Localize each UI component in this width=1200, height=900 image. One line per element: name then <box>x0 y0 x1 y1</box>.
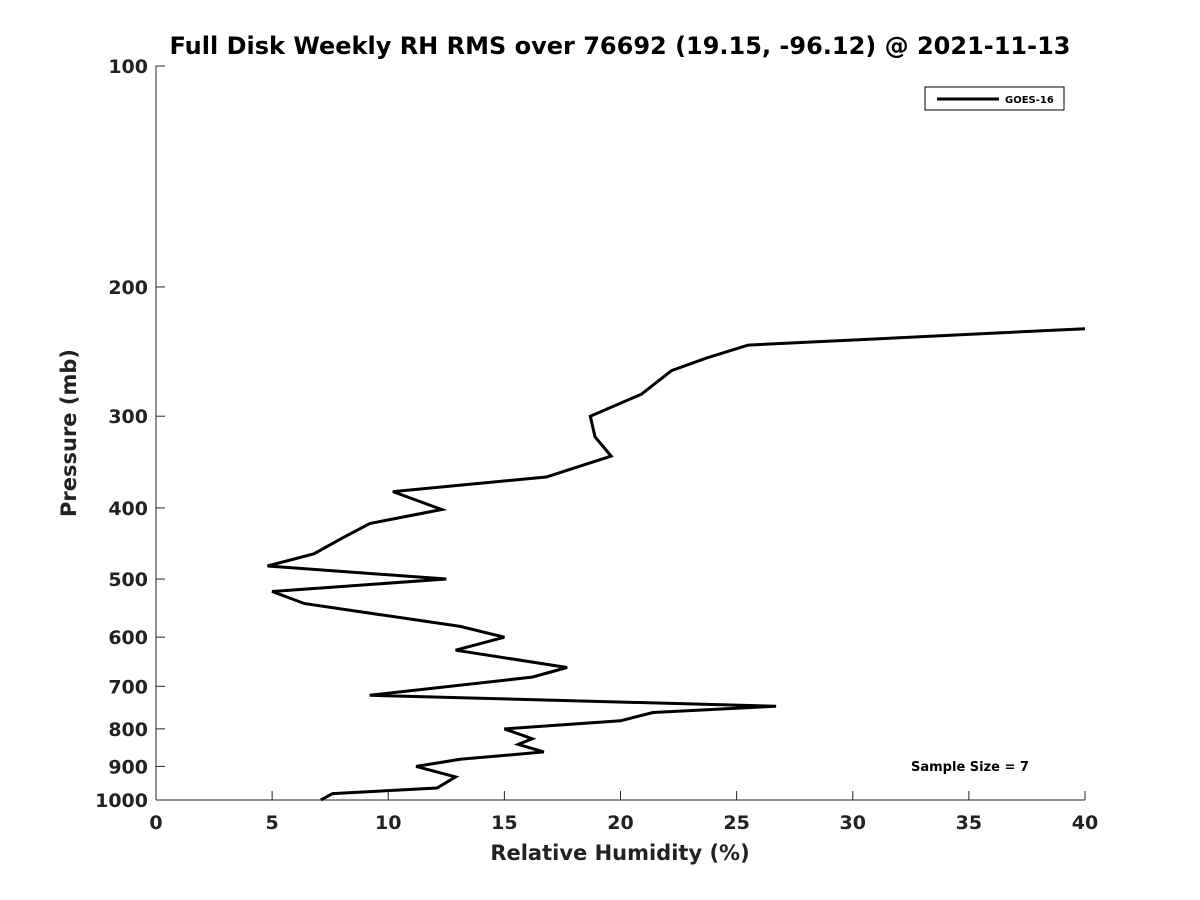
plot-area <box>267 327 1086 802</box>
sample-size-annotation: Sample Size = 7 <box>911 760 1029 775</box>
x-tick-label: 30 <box>840 812 866 834</box>
x-axis: 0 5 10 15 20 25 30 35 40 <box>149 791 1098 834</box>
y-axis: 100 200 300 400 500 600 700 800 900 1000 <box>95 56 165 812</box>
x-tick-label: 0 <box>149 812 162 834</box>
y-tick-label: 100 <box>108 56 148 78</box>
y-tick-label: 700 <box>108 676 148 698</box>
series-line-goes-16 <box>267 327 1086 802</box>
x-tick-label: 5 <box>266 812 279 834</box>
y-tick-label: 400 <box>108 498 148 520</box>
x-tick-label: 25 <box>723 812 749 834</box>
x-tick-label: 35 <box>956 812 982 834</box>
y-tick-label: 1000 <box>95 790 148 812</box>
x-axis-label: Relative Humidity (%) <box>490 841 749 865</box>
x-tick-label: 20 <box>607 812 633 834</box>
legend-label-goes-16: GOES-16 <box>1005 95 1054 106</box>
y-tick-label: 200 <box>108 277 148 299</box>
x-tick-label: 40 <box>1072 812 1098 834</box>
y-tick-label: 300 <box>108 406 148 428</box>
chart-title: Full Disk Weekly RH RMS over 76692 (19.1… <box>169 32 1070 60</box>
x-tick-label: 10 <box>375 812 401 834</box>
y-axis-label: Pressure (mb) <box>57 349 81 517</box>
y-tick-label: 900 <box>108 756 148 778</box>
y-tick-label: 600 <box>108 627 148 649</box>
y-tick-label: 800 <box>108 719 148 741</box>
legend: GOES-16 <box>924 86 1065 111</box>
x-tick-label: 15 <box>491 812 517 834</box>
y-tick-label: 500 <box>108 569 148 591</box>
